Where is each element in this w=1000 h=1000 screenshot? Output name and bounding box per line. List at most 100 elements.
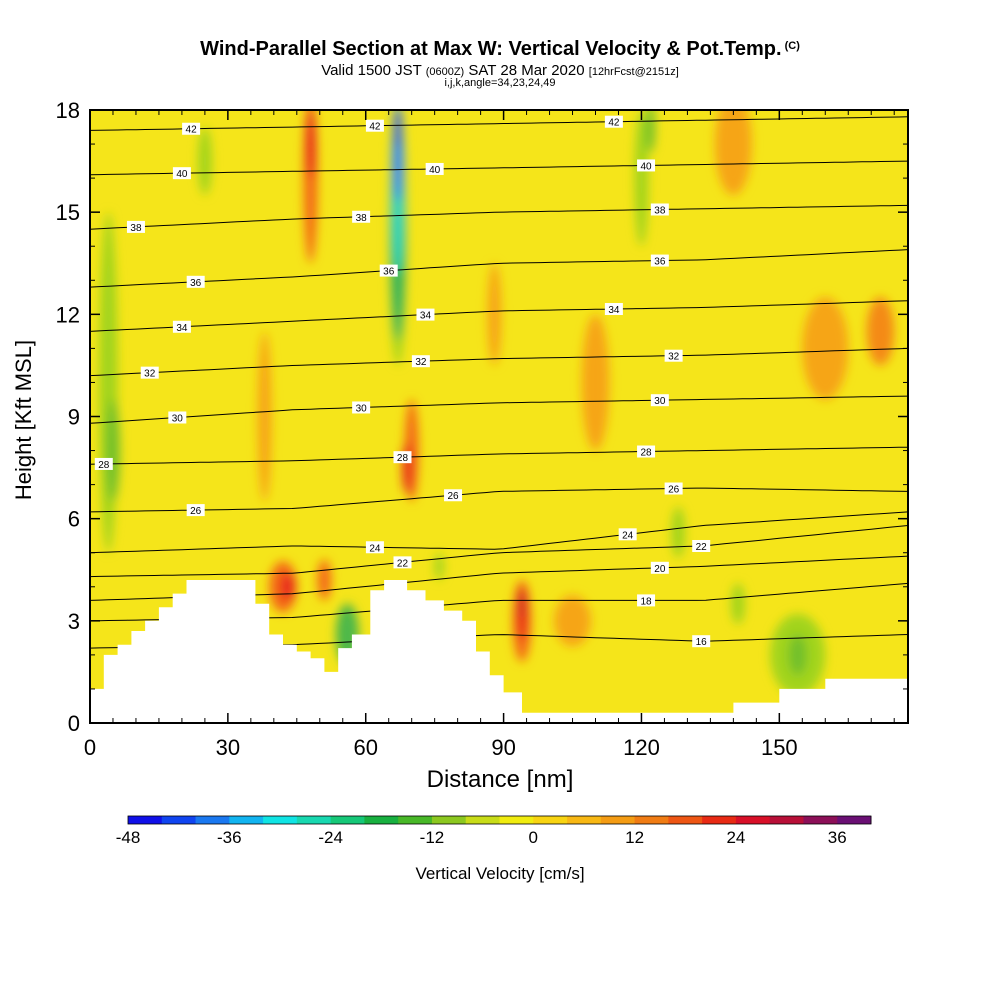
isentrope-label-bg xyxy=(416,308,435,321)
isentrope-label-bg xyxy=(186,504,205,517)
isentrope-26 xyxy=(90,487,908,513)
isentrope-label-30: 30 xyxy=(352,401,371,414)
colorbar-frame xyxy=(127,815,872,825)
y-tick-label: 3 xyxy=(68,609,80,634)
isentrope-label-text: 26 xyxy=(190,506,202,517)
isentrope-label-text: 34 xyxy=(608,305,620,316)
isentrope-label-42: 42 xyxy=(365,119,384,133)
y-tick-label: 0 xyxy=(68,711,80,736)
isentrope-label-34: 34 xyxy=(416,308,435,322)
isentrope-label-22: 22 xyxy=(393,556,412,569)
isentrope-label-28: 28 xyxy=(637,445,656,459)
isentrope-label-bg xyxy=(637,445,656,458)
colorbar-swatch xyxy=(668,816,703,824)
isentrope-label-text: 38 xyxy=(654,205,666,216)
x-tick-label: 150 xyxy=(761,735,798,760)
isentrope-label-26: 26 xyxy=(664,482,683,496)
isentrope-label-bg xyxy=(604,303,623,316)
y-tick-label: 9 xyxy=(68,405,80,430)
velocity-region-1 xyxy=(106,399,120,502)
subtitle-utc: (0600Z) xyxy=(425,66,465,78)
isentrope-label-text: 36 xyxy=(190,278,202,289)
isentrope-label-40: 40 xyxy=(425,162,444,176)
colorbar-swatch xyxy=(229,816,264,824)
velocity-region-32 xyxy=(487,263,502,366)
isentrope-label-38: 38 xyxy=(352,210,371,224)
velocity-region-5 xyxy=(257,331,272,502)
isentrope-22 xyxy=(90,525,908,578)
x-tick-label: 60 xyxy=(353,735,377,760)
isentrope-label-text: 42 xyxy=(186,125,198,136)
isentrope-label-text: 18 xyxy=(640,596,652,607)
isentrope-label-text: 40 xyxy=(429,165,441,176)
isentrope-label-bg xyxy=(637,594,656,607)
velocity-region-27 xyxy=(671,506,686,558)
colorbar-swatch xyxy=(330,816,365,824)
isentrope-label-40: 40 xyxy=(637,159,656,172)
isentrope-32 xyxy=(90,347,908,377)
isentrope-24 xyxy=(90,511,908,554)
colorbar-swatch xyxy=(263,816,298,824)
subtitle-date: SAT 28 Mar 2020 xyxy=(468,62,585,79)
isentrope-36 xyxy=(90,249,908,288)
isentrope-label-text: 30 xyxy=(654,396,666,407)
isentrope-label-text: 32 xyxy=(144,369,156,380)
isentrope-label-bg xyxy=(172,167,191,180)
isentrope-label-text: 38 xyxy=(356,213,368,224)
isentrope-label-28: 28 xyxy=(393,451,412,464)
isentrope-label-bg xyxy=(172,320,191,333)
isentrope-label-26: 26 xyxy=(186,504,205,517)
isentrope-label-34: 34 xyxy=(172,320,191,334)
isentrope-label-bg xyxy=(650,203,669,216)
velocity-region-16 xyxy=(402,442,412,494)
isentrope-label-32: 32 xyxy=(664,349,683,363)
y-tick-label: 15 xyxy=(56,200,80,225)
isentrope-label-16: 16 xyxy=(692,635,711,648)
isentrope-label-bg xyxy=(618,528,637,541)
isentrope-label-bg xyxy=(411,355,430,368)
isentrope-label-bg xyxy=(168,411,187,424)
isentrope-label-text: 30 xyxy=(172,413,184,424)
isentrope-label-bg xyxy=(637,159,656,172)
y-tick-label: 18 xyxy=(56,98,80,123)
isentrope-label-36: 36 xyxy=(650,254,669,268)
isentrope-label-20: 20 xyxy=(650,561,669,575)
isentrope-label-bg xyxy=(126,220,145,233)
isentrope-label-bg xyxy=(352,401,371,414)
isentrope-label-text: 40 xyxy=(176,169,188,180)
isentrope-label-text: 28 xyxy=(640,448,652,459)
isentrope-label-bg xyxy=(692,635,711,648)
isentrope-label-bg xyxy=(393,556,412,569)
isentrope-label-30: 30 xyxy=(650,394,669,407)
colorbar-swatch xyxy=(600,816,636,824)
colorbar-swatch xyxy=(195,816,230,824)
isentrope-label-text: 22 xyxy=(696,542,708,553)
velocity-region-31 xyxy=(581,314,610,451)
isentrope-label-bg xyxy=(692,539,711,552)
y-axis-label: Height [Kft MSL] xyxy=(11,339,36,501)
colorbar-swatch xyxy=(398,816,433,824)
colorbar-tick-label: 12 xyxy=(625,828,644,847)
x-tick-label: 30 xyxy=(216,735,240,760)
isentrope-label-text: 38 xyxy=(130,223,142,234)
isentrope-label-text: 26 xyxy=(447,491,459,502)
isentrope-28 xyxy=(90,446,908,465)
title-mark: (C) xyxy=(784,40,800,52)
isentrope-34 xyxy=(90,300,908,332)
y-tick-label: 12 xyxy=(56,302,80,327)
colorbar-swatch xyxy=(702,816,737,824)
isentrope-label-28: 28 xyxy=(94,457,113,471)
isentrope-label-26: 26 xyxy=(444,489,463,502)
isentrope-label-36: 36 xyxy=(186,275,205,289)
velocity-region-26 xyxy=(866,297,895,366)
colorbar-swatch xyxy=(533,816,568,824)
x-tick-label: 0 xyxy=(84,735,96,760)
isentrope-label-text: 36 xyxy=(654,257,666,268)
isentrope-label-text: 34 xyxy=(420,311,432,322)
chart-title: Wind-Parallel Section at Max W: Vertical… xyxy=(200,38,800,60)
isentrope-label-text: 30 xyxy=(356,403,368,414)
colorbar-swatch xyxy=(465,816,500,824)
isentrope-label-bg xyxy=(186,275,205,288)
isentrope-label-bg xyxy=(664,482,683,495)
